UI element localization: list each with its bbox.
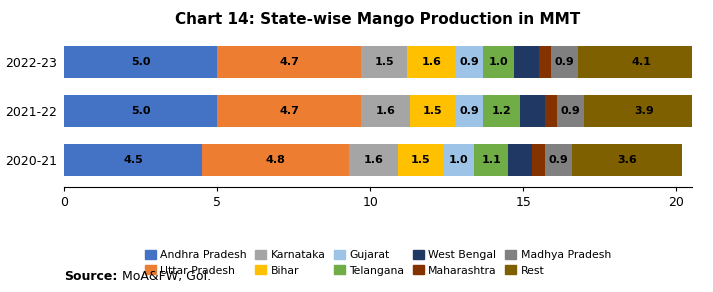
Text: 0.9: 0.9 [555,57,575,67]
Bar [407,46,456,78]
Text: 1.5: 1.5 [424,106,443,116]
Text: 0.9: 0.9 [548,155,568,165]
Bar [585,95,704,127]
Text: 1.6: 1.6 [421,57,441,67]
Legend: Andhra Pradesh, Uttar Pradesh, Karnataka, Bihar, Gujarat, Telangana, West Bengal: Andhra Pradesh, Uttar Pradesh, Karnataka… [145,250,611,276]
Bar [483,46,514,78]
Text: 0.9: 0.9 [460,57,480,67]
Text: 0.9: 0.9 [460,106,480,116]
Bar [551,46,578,78]
Bar [508,144,533,176]
Bar [456,46,483,78]
Bar [64,144,202,176]
Bar [578,46,704,78]
Text: Source:: Source: [64,270,118,283]
Bar [520,95,545,127]
Bar [514,46,538,78]
Text: 1.6: 1.6 [376,106,396,116]
Bar [217,46,361,78]
Bar [217,95,361,127]
Bar [349,144,398,176]
Bar [483,95,520,127]
Text: 1.5: 1.5 [411,155,431,165]
Text: 4.1: 4.1 [631,57,651,67]
Bar [557,95,585,127]
Text: 1.0: 1.0 [449,155,469,165]
Text: 1.1: 1.1 [481,155,501,165]
Text: 4.7: 4.7 [279,57,299,67]
Text: 0.9: 0.9 [561,106,580,116]
Bar [361,46,407,78]
Bar [410,95,456,127]
Bar [456,95,483,127]
Bar [64,95,217,127]
Text: 3.6: 3.6 [617,155,637,165]
Bar [474,144,508,176]
Text: 1.6: 1.6 [364,155,383,165]
Text: 4.8: 4.8 [265,155,285,165]
Bar [533,144,545,176]
Bar [443,144,474,176]
Bar [545,95,557,127]
Text: 1.2: 1.2 [492,106,512,116]
Bar [573,144,682,176]
Text: 4.5: 4.5 [123,155,143,165]
Bar [538,46,551,78]
Bar [398,144,443,176]
Text: 3.9: 3.9 [635,106,654,116]
Bar [545,144,573,176]
Text: 1.0: 1.0 [489,57,508,67]
Text: 1.5: 1.5 [374,57,394,67]
Text: MoA&FW, GoI.: MoA&FW, GoI. [118,270,211,283]
Title: Chart 14: State-wise Mango Production in MMT: Chart 14: State-wise Mango Production in… [175,12,580,27]
Bar [202,144,349,176]
Text: 5.0: 5.0 [131,57,150,67]
Bar [64,46,217,78]
Text: 4.7: 4.7 [279,106,299,116]
Text: 5.0: 5.0 [131,106,150,116]
Bar [361,95,410,127]
